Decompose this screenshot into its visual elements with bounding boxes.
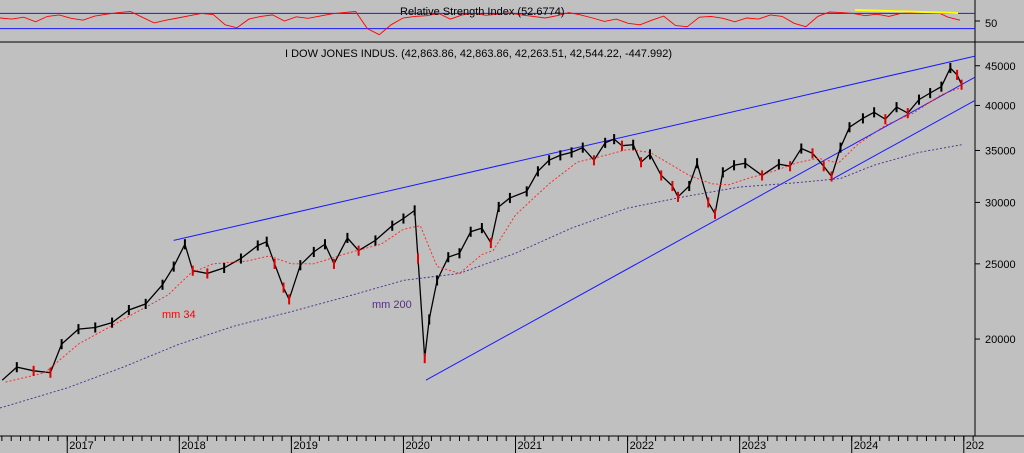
x-tick-label: 2021 [518, 440, 542, 452]
trendline-lower-long [425, 76, 976, 381]
y-tick-label: 20000 [985, 334, 1016, 346]
x-tick-label: 2017 [69, 440, 93, 452]
rsi-line [0, 11, 961, 36]
rsi-trendline [854, 8, 959, 15]
x-tick-label: 2019 [293, 440, 317, 452]
ma34-label: mm 34 [162, 309, 196, 321]
chart-title: I DOW JONES INDUS. (42,863.86, 42,863.86… [285, 48, 672, 60]
rsi-title: Relative Strength Index (52.6774) [400, 6, 565, 18]
trendline-lower-short [831, 99, 976, 181]
series-layer [0, 62, 963, 409]
x-axis-ticks: 2017 2018 2019 2020 2021 2022 2023 2024 202 [1, 436, 984, 453]
y-tick-label: 45000 [985, 61, 1016, 73]
y-tick-label: 35000 [985, 145, 1016, 157]
x-tick-label: 2018 [181, 440, 205, 452]
x-tick-label: 2024 [854, 440, 878, 452]
x-tick-label: 2022 [630, 440, 654, 452]
x-tick-label: 2020 [405, 440, 429, 452]
x-tick-label: 2023 [742, 440, 766, 452]
trendlines [173, 55, 976, 381]
y-tick-label: 25000 [985, 259, 1016, 271]
ma200-label: mm 200 [372, 299, 412, 311]
y-tick-label: 40000 [985, 100, 1016, 112]
y-tick-label: 30000 [985, 197, 1016, 209]
rsi-layer [0, 8, 980, 36]
y-axis-ticks: 45000 40000 35000 30000 25000 20000 [975, 61, 1016, 346]
x-tick-label: 202 [966, 440, 984, 452]
trendline-upper [173, 55, 976, 241]
price-panel-bg [0, 44, 975, 436]
series-djia [1, 66, 963, 381]
rsi-tick-label: 50 [985, 18, 997, 30]
